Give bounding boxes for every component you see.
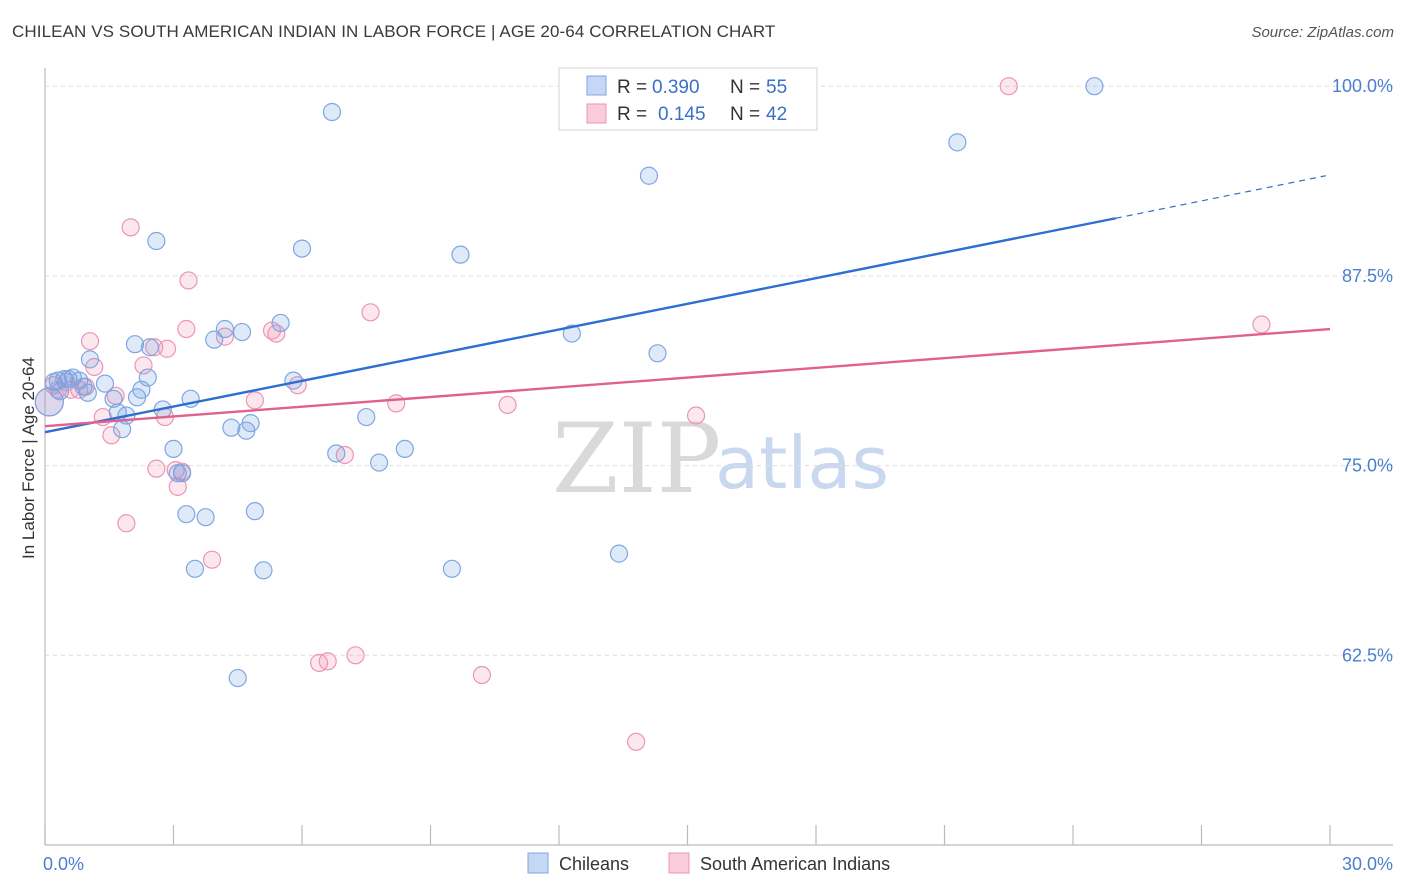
chileans-point [451,245,470,264]
sai-n-value: 42 [766,104,787,125]
chileans-point [948,133,967,152]
chileans-point [147,231,166,251]
chileans-trend-extension [1115,175,1326,219]
source-label: Source: ZipAtlas.com [1251,24,1394,41]
sai-point [346,646,365,665]
sai-point [361,303,380,322]
chileans-point [639,166,659,185]
sai-n-label: N = [730,104,760,125]
x-ticks [44,825,1331,845]
chileans-point [125,335,145,354]
chileans-point [292,239,312,258]
chileans-point [271,313,290,333]
chileans-point [177,505,196,524]
legend-chileans-label: Chileans [559,854,629,874]
chileans-trend-line [44,217,1117,434]
chileans-point [168,464,187,483]
x-tick-label-max: 30.0% [1342,854,1393,874]
sai-point [179,271,198,290]
sai-point [157,339,177,358]
chileans-point [327,444,346,463]
y-tick-labels: 62.5% 75.0% 87.5% 100.0% [1332,76,1393,665]
chileans-point [185,559,205,578]
sai-point [117,514,136,533]
chart-title: CHILEAN VS SOUTH AMERICAN INDIAN IN LABO… [12,22,776,41]
chileans-point [322,102,342,122]
legend-sai-label: South American Indians [700,854,890,874]
chileans-r-value: 0.390 [652,77,700,98]
sai-swatch [586,103,607,124]
chileans-point [34,387,64,417]
chileans-point [609,544,629,563]
chileans-point [395,439,414,459]
sai-point [245,391,264,410]
chileans-point [357,407,376,427]
y-tick-label: 100.0% [1332,76,1393,96]
chileans-n-value: 55 [766,77,787,98]
chileans-point [78,383,97,402]
sai-point [1252,315,1271,334]
chileans-point [215,319,234,339]
sai-point [999,77,1018,96]
y-tick-label: 75.0% [1342,456,1393,476]
chileans-r-label: R = [617,77,647,98]
sai-point [80,332,100,351]
chileans-point [95,374,115,393]
sai-point [472,665,491,685]
sai-point [202,550,222,569]
chileans-point [1085,77,1104,96]
chileans-n-label: N = [730,77,760,98]
watermark-atlas: atlas [715,421,889,505]
chileans-point [228,668,247,688]
chileans-point [241,414,260,433]
sai-point [498,395,517,415]
chileans-point [140,338,160,357]
legend-chileans-swatch [527,852,549,874]
chileans-point [254,561,273,580]
sai-r-label: R = [617,104,647,125]
sai-point [387,394,406,413]
chileans-point [164,439,183,459]
chileans-point [648,344,667,363]
x-tick-label-min: 0.0% [43,854,84,874]
series-chileans [34,77,1104,688]
chileans-point [232,322,252,342]
chileans-point [562,324,581,343]
sai-point [215,327,234,346]
chileans-point [196,508,215,527]
y-tick-label: 62.5% [1342,645,1393,665]
series-legend: Chileans South American Indians [527,852,890,874]
sai-point [177,319,196,339]
sai-point [147,459,166,478]
watermark-zip: ZIP [552,403,721,515]
chileans-point [245,502,264,521]
y-tick-label: 87.5% [1342,266,1393,286]
chileans-point [442,559,462,578]
chileans-point [172,464,192,483]
chileans-point [80,350,100,369]
sai-point [318,652,337,671]
sai-point [686,406,706,425]
gridlines [45,85,1393,656]
chileans-point [370,453,389,472]
sai-point [121,218,140,237]
sai-trend-line [44,327,1331,428]
y-axis-label: In Labor Force | Age 20-64 [19,357,38,559]
sai-point [267,324,286,343]
sai-point [102,426,121,445]
chileans-point [138,368,157,387]
chileans-point [104,389,123,408]
sai-point [134,356,153,375]
trend-lines [44,175,1331,434]
legend-sai-swatch [668,852,690,874]
chileans-point [222,418,241,437]
sai-point [626,732,646,751]
stats-legend: R = 0.390 N = 55 R = 0.145 N = 42 [558,67,818,131]
sai-r-value: 0.145 [658,104,706,125]
chileans-swatch [586,75,607,96]
